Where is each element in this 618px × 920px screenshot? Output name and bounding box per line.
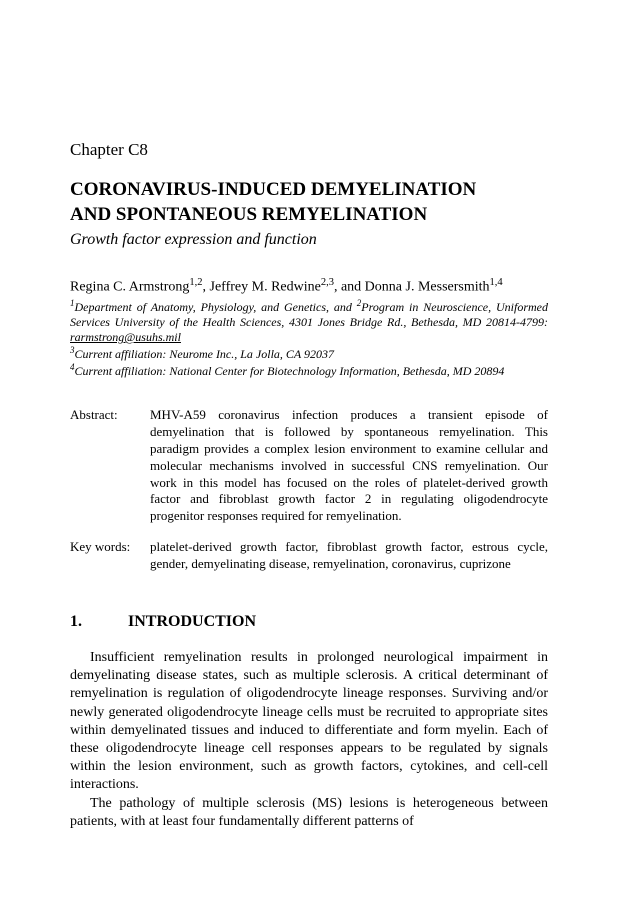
title-line-2: AND SPONTANEOUS REMYELINATION <box>70 204 427 225</box>
abstract-label: Abstract: <box>70 407 150 525</box>
paper-subtitle: Growth factor expression and function <box>70 231 548 249</box>
paragraph-2: The pathology of multiple sclerosis (MS)… <box>70 795 548 831</box>
keywords-block: Key words: platelet-derived growth facto… <box>70 539 548 573</box>
section-heading: 1.INTRODUCTION <box>70 613 548 631</box>
section-title: INTRODUCTION <box>128 613 256 630</box>
section-number: 1. <box>70 613 128 631</box>
keywords-text: platelet-derived growth factor, fibrobla… <box>150 539 548 573</box>
abstract-text: MHV-A59 coronavirus infection produces a… <box>150 407 548 525</box>
authors: Regina C. Armstrong1,2, Jeffrey M. Redwi… <box>70 277 548 296</box>
title-line-1: CORONAVIRUS-INDUCED DEMYELINATION <box>70 179 476 200</box>
paper-title: CORONAVIRUS-INDUCED DEMYELINATION AND SP… <box>70 178 548 227</box>
body-text: Insufficient remyelination results in pr… <box>70 649 548 831</box>
page-content: Chapter C8 CORONAVIRUS-INDUCED DEMYELINA… <box>0 0 618 881</box>
keywords-label: Key words: <box>70 539 150 573</box>
paragraph-1: Insufficient remyelination results in pr… <box>70 649 548 795</box>
abstract-block: Abstract: MHV-A59 coronavirus infection … <box>70 407 548 525</box>
chapter-label: Chapter C8 <box>70 140 548 160</box>
affiliations: 1Department of Anatomy, Physiology, and … <box>70 298 548 379</box>
